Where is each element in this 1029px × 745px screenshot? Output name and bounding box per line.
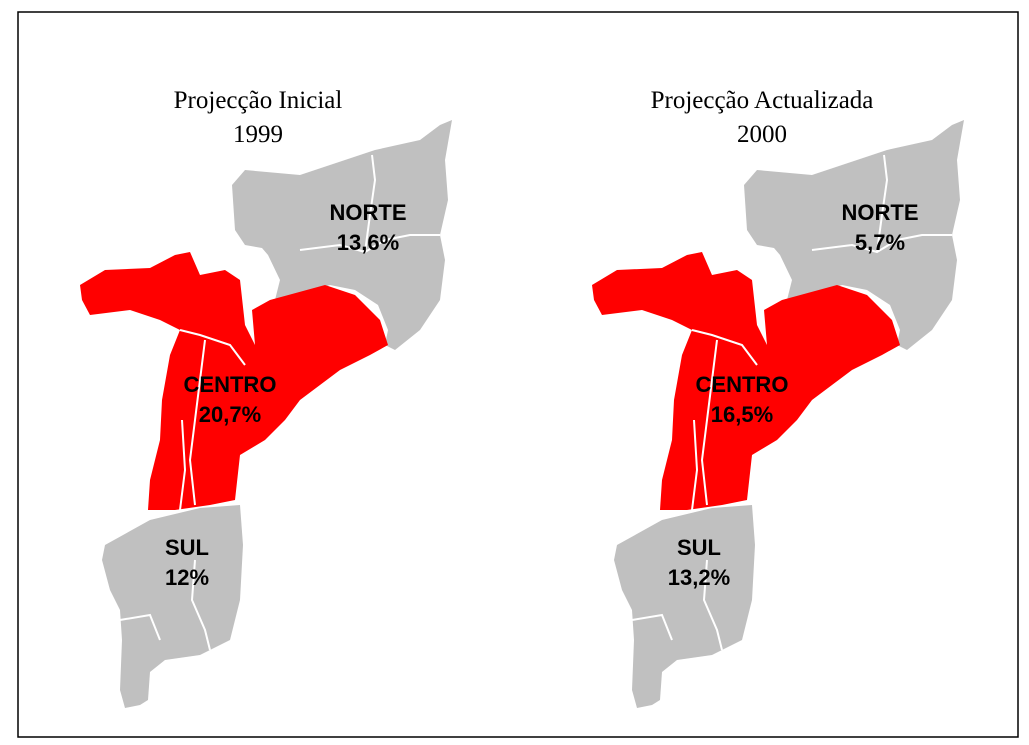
region-name: SUL — [165, 535, 209, 560]
region-name: NORTE — [330, 200, 407, 225]
map-title: Projecção Inicial — [174, 87, 343, 114]
region-name: NORTE — [842, 200, 919, 225]
map-title: Projecção Actualizada — [651, 87, 874, 114]
region-name: CENTRO — [184, 372, 277, 397]
map-subtitle: 2000 — [737, 121, 787, 148]
region-name: CENTRO — [696, 372, 789, 397]
frame — [17, 11, 1019, 738]
region-value: 16,5% — [711, 402, 773, 427]
region-value: 13,6% — [337, 230, 399, 255]
region-value: 20,7% — [199, 402, 261, 427]
region-value: 13,2% — [668, 565, 730, 590]
region-name: SUL — [677, 535, 721, 560]
region-value: 12% — [165, 565, 209, 590]
map-subtitle: 1999 — [233, 121, 283, 148]
region-value: 5,7% — [855, 230, 905, 255]
